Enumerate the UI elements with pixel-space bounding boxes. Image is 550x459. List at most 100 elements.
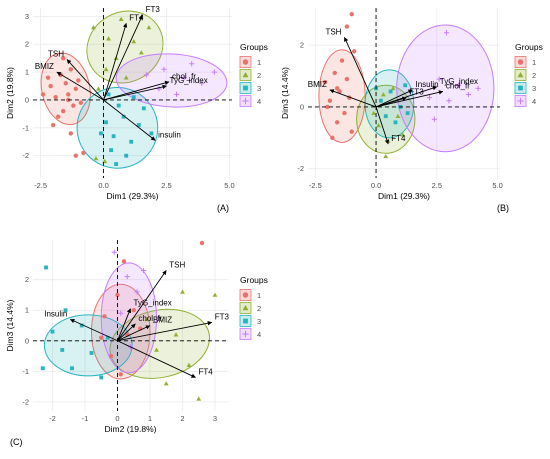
point-group-1: [351, 49, 357, 54]
legend-marker-circle-icon: [242, 292, 249, 298]
point-group-3: [405, 111, 410, 116]
ellipse-group-2: [356, 84, 416, 154]
point-group-2: [96, 86, 101, 91]
point-group-1: [68, 67, 73, 72]
y-tick-label: -2: [22, 397, 29, 406]
vector-label: chol_fr: [446, 81, 470, 90]
vector-arrow: [117, 321, 213, 342]
point-group-1: [121, 259, 127, 264]
point-group-2: [180, 289, 185, 294]
vector-arrow: [117, 340, 196, 378]
point-group-3: [63, 308, 68, 313]
vector-arrow: [56, 71, 104, 101]
point-group-1: [99, 335, 104, 340]
point-group-1: [102, 314, 107, 319]
point-group-1: [68, 131, 73, 136]
point-group-2: [91, 25, 96, 30]
legend-label: 3: [532, 84, 536, 93]
point-group-1: [66, 92, 71, 97]
individual-points: [40, 240, 218, 401]
point-group-2: [106, 36, 111, 41]
ellipse-group-3: [76, 86, 159, 169]
ellipse-group-1: [318, 49, 366, 143]
x-tick-label: 3: [213, 414, 217, 423]
point-group-2: [196, 396, 202, 401]
biplot-panel-c: -2 -1 0 1 2 3 -2 -1 0 1 2 Dim2 (19.8%) Dim3 (14.4%) T…: [0, 228, 275, 454]
legend-label: 2: [257, 71, 261, 80]
vector-arrow: [344, 36, 377, 108]
point-group-1: [76, 78, 81, 83]
point-group-3: [124, 153, 129, 158]
y-tick-label: 2: [300, 41, 304, 50]
vector-arrow: [103, 80, 170, 101]
point-group-3: [105, 335, 110, 340]
point-group-3: [106, 92, 111, 97]
legend: Groups 1 2 3 4: [239, 42, 268, 107]
legend-marker-triangle-icon: [242, 305, 249, 311]
point-group-1: [327, 98, 333, 103]
point-group-4: [211, 69, 217, 75]
point-group-1: [73, 86, 79, 92]
panel-label: (C): [10, 437, 23, 447]
ellipse-group-2: [86, 10, 164, 84]
vector-label: FT3: [146, 5, 161, 14]
point-group-3: [141, 106, 146, 111]
y-tick-label: 0: [25, 95, 29, 104]
vector-arrow: [375, 96, 407, 108]
legend: Groups 1 2 3 4: [514, 42, 543, 107]
point-group-4: [456, 82, 462, 88]
point-group-3: [60, 348, 65, 352]
x-tick-label: 2.5: [432, 181, 442, 190]
point-group-2: [400, 132, 406, 137]
vector-arrow: [69, 318, 118, 342]
x-axis-title: Dim1 (29.3%): [378, 191, 430, 201]
point-group-1: [339, 58, 345, 63]
point-group-1: [344, 24, 350, 29]
point-group-4: [199, 80, 205, 86]
x-axis-title: Dim2 (19.8%): [105, 424, 157, 434]
point-group-1: [61, 55, 66, 61]
x-tick-label: 2.5: [161, 181, 171, 190]
biplot-b: -2.5 0.0 2.5 5.0 -2 0 2 Dim1 (29.3%) Dim3 (14.4%…: [280, 8, 543, 213]
point-group-3: [121, 114, 126, 119]
legend-marker-square-icon: [518, 85, 523, 91]
point-group-3: [388, 89, 393, 94]
point-group-3: [99, 375, 104, 380]
individual-points: [40, 16, 217, 166]
legend-title: Groups: [515, 42, 543, 52]
legend-title: Groups: [240, 275, 268, 285]
vector-arrow: [375, 106, 390, 145]
point-group-4: [111, 249, 117, 255]
vector-arrow: [117, 325, 151, 342]
point-group-3: [131, 95, 136, 100]
vector-label: insulin: [158, 130, 181, 139]
legend-label: 1: [257, 291, 261, 300]
point-group-2: [154, 347, 159, 352]
legend-marker-square-icon: [243, 318, 248, 324]
legend-label: 1: [532, 58, 536, 67]
legend-marker-square-icon: [243, 85, 248, 91]
x-tick-label: -2: [49, 414, 56, 423]
x-tick-label: 1: [148, 414, 152, 423]
y-tick-label: -1: [22, 367, 29, 376]
vector-label: TSH: [169, 261, 185, 270]
point-group-3: [40, 366, 45, 371]
point-group-1: [199, 240, 205, 246]
point-group-1: [337, 89, 342, 94]
legend: Groups 1 2 3 4: [239, 275, 268, 340]
vector-label: FT4: [129, 13, 144, 22]
x-tick-label: 5.0: [224, 181, 234, 190]
point-group-2: [123, 75, 129, 80]
point-group-1: [50, 122, 56, 128]
point-group-3: [383, 114, 388, 119]
point-group-4: [118, 310, 124, 316]
x-tick-label: 0: [115, 414, 119, 423]
vector-arrow: [103, 84, 167, 101]
point-group-3: [111, 134, 116, 139]
point-group-3: [70, 366, 74, 371]
y-tick-label: 1: [25, 68, 29, 77]
vector-arrow: [117, 323, 136, 342]
vector-label: TSH: [48, 50, 64, 59]
